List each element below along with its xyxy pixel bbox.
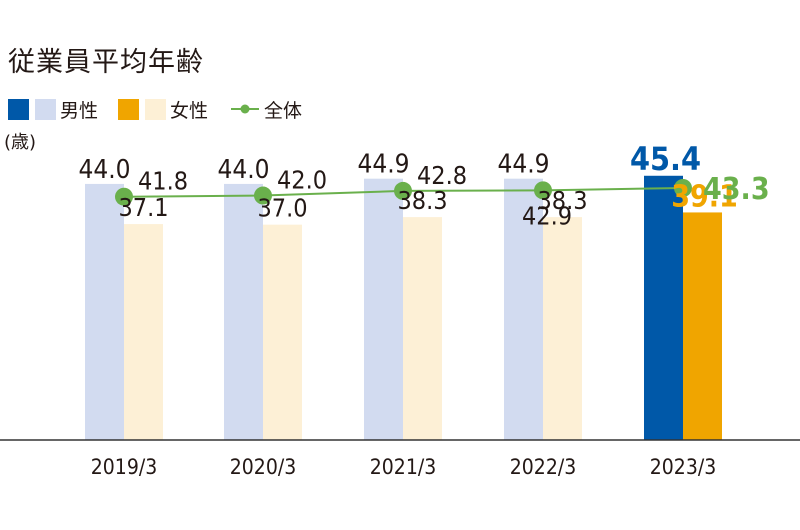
- x-tick-label: 2023/3: [650, 455, 716, 479]
- data-label-male: 44.0: [78, 155, 130, 185]
- point-total-2023/3: [674, 178, 692, 197]
- legend-label-female: 女性: [170, 99, 209, 122]
- legend-swatch-male-light: [35, 98, 56, 120]
- data-label-female: 37.1: [118, 193, 168, 222]
- data-label-female: 38.3: [537, 186, 587, 215]
- legend-item-male: 男性: [8, 96, 98, 123]
- bar-female-2020/3: [263, 224, 302, 440]
- data-label-total: 42.9: [522, 201, 572, 230]
- point-total-2020/3: [254, 186, 272, 205]
- x-tick-label: 2022/3: [510, 455, 576, 479]
- data-label-female: 37.0: [257, 194, 307, 223]
- legend-item-female: 女性: [118, 96, 208, 123]
- legend-swatch-female-light: [145, 98, 167, 120]
- chart-title: 従業員平均年齢: [8, 47, 204, 78]
- point-total-2019/3: [115, 187, 133, 206]
- bar-female-2019/3: [124, 224, 163, 440]
- data-label-male: 45.4: [630, 140, 701, 178]
- data-label-total: 42.0: [277, 166, 327, 195]
- bar-male-2021/3: [364, 178, 403, 440]
- bar-female-2023/3: [683, 212, 722, 440]
- data-label-total: 42.8: [417, 161, 467, 190]
- legend-label-male: 男性: [60, 99, 99, 122]
- bar-female-2021/3: [403, 217, 442, 440]
- bar-male-2023/3: [644, 175, 683, 440]
- data-label-female: 39.1: [671, 179, 738, 214]
- x-tick-label: 2021/3: [370, 455, 436, 479]
- point-total-2022/3: [534, 181, 552, 200]
- legend-swatch-male-dark: [8, 98, 29, 120]
- legend-item-total: 全体: [230, 96, 302, 123]
- data-label-male: 44.0: [217, 155, 269, 185]
- data-label-total: 41.8: [138, 167, 188, 196]
- legend-swatch-female-dark: [118, 98, 140, 120]
- legend: 男性 女性 全体: [8, 96, 302, 122]
- bar-female-2022/3: [543, 217, 582, 440]
- x-tick-label: 2020/3: [230, 455, 296, 479]
- bar-male-2020/3: [224, 183, 263, 441]
- data-label-total: 43.3: [703, 172, 770, 207]
- bar-male-2022/3: [504, 178, 543, 440]
- point-total-2021/3: [394, 181, 412, 200]
- data-label-male: 44.9: [357, 150, 409, 180]
- data-label-male: 44.9: [497, 150, 549, 180]
- y-axis-unit-label: (歳): [4, 132, 37, 153]
- legend-label-total: 全体: [264, 99, 303, 122]
- legend-line-marker-icon: [231, 104, 260, 114]
- x-tick-label: 2019/3: [91, 455, 157, 479]
- bar-male-2019/3: [85, 183, 124, 441]
- data-label-female: 38.3: [397, 186, 447, 215]
